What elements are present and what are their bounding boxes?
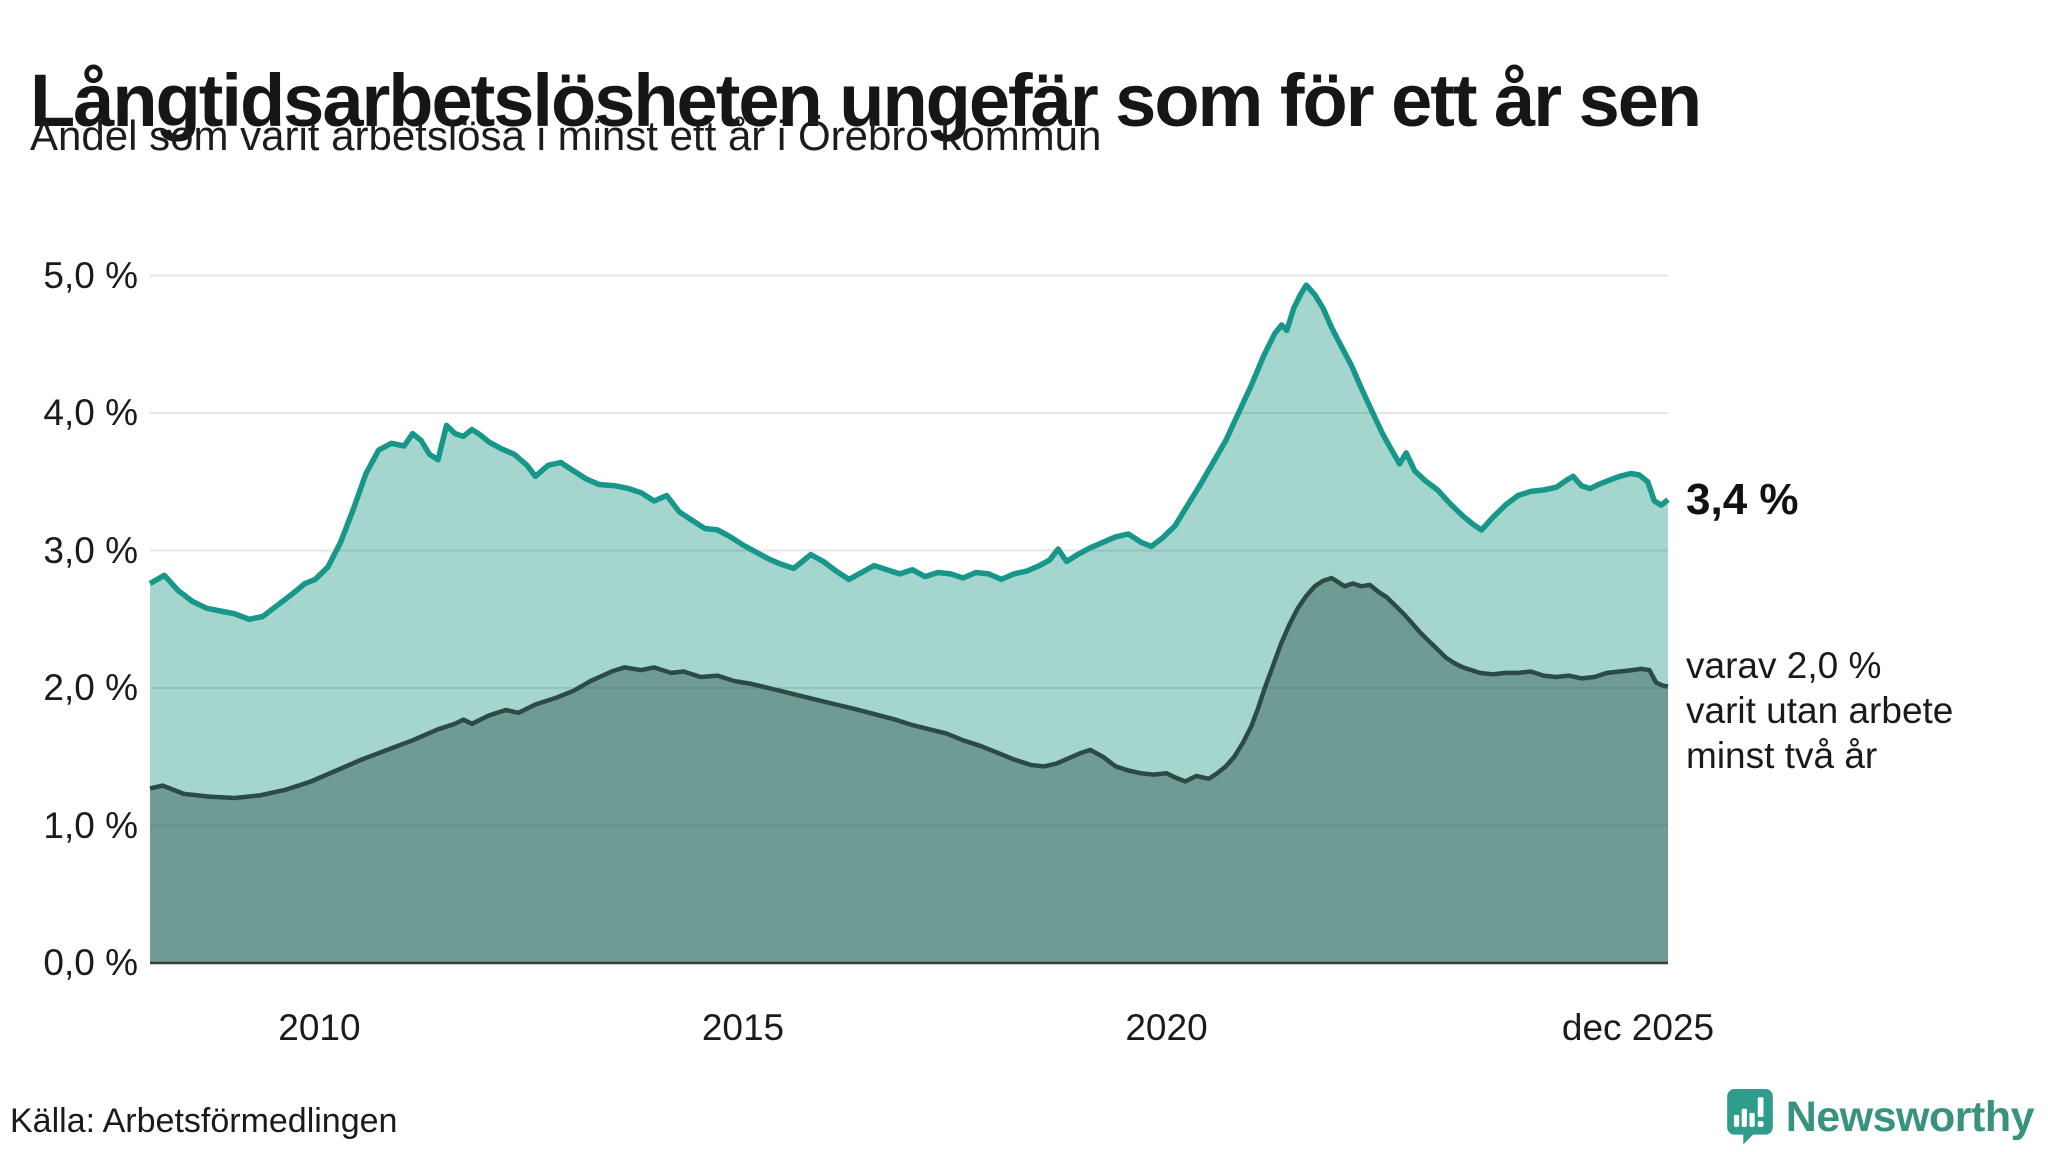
source-attribution: Källa: Arbetsförmedlingen bbox=[10, 1102, 398, 1140]
secondary-annotation-line: minst två år bbox=[1686, 734, 1878, 776]
chart-subtitle: Andel som varit arbetslösa i minst ett å… bbox=[30, 112, 1102, 159]
y-tick-label: 5,0 % bbox=[43, 254, 138, 296]
newsworthy-wordmark: Newsworthy bbox=[1785, 1092, 2035, 1141]
x-tick-label: 2010 bbox=[278, 1007, 361, 1048]
chart-title: Långtidsarbetslösheten ungefär som för e… bbox=[30, 58, 1702, 142]
y-tick-label: 2,0 % bbox=[43, 667, 138, 708]
area-fill-two-years bbox=[150, 578, 1668, 963]
y-tick-label: 0,0 % bbox=[43, 942, 138, 983]
secondary-annotation-line: varit utan arbete bbox=[1686, 689, 1954, 731]
line-two-years bbox=[149, 575, 1669, 801]
line-one-year bbox=[148, 282, 1670, 623]
x-tick-label: 2020 bbox=[1125, 1007, 1208, 1048]
x-tick-label: dec 2025 bbox=[1561, 1007, 1715, 1048]
secondary-series-label: varav 2,0 % varit utan arbete minst två år bbox=[1686, 643, 1953, 778]
newsworthy-bubble-chart-icon bbox=[1726, 1089, 1773, 1145]
latest-value-label: 3,4 % bbox=[1686, 474, 1799, 524]
y-tick-label: 3,0 % bbox=[43, 529, 138, 571]
newsworthy-logo: Newsworthy bbox=[1726, 1086, 2035, 1148]
x-tick-label: 2015 bbox=[701, 1007, 785, 1048]
y-tick-label: 1,0 % bbox=[43, 804, 138, 846]
y-tick-label: 4,0 % bbox=[43, 392, 138, 433]
secondary-annotation-line: varav 2,0 % bbox=[1686, 644, 1882, 686]
